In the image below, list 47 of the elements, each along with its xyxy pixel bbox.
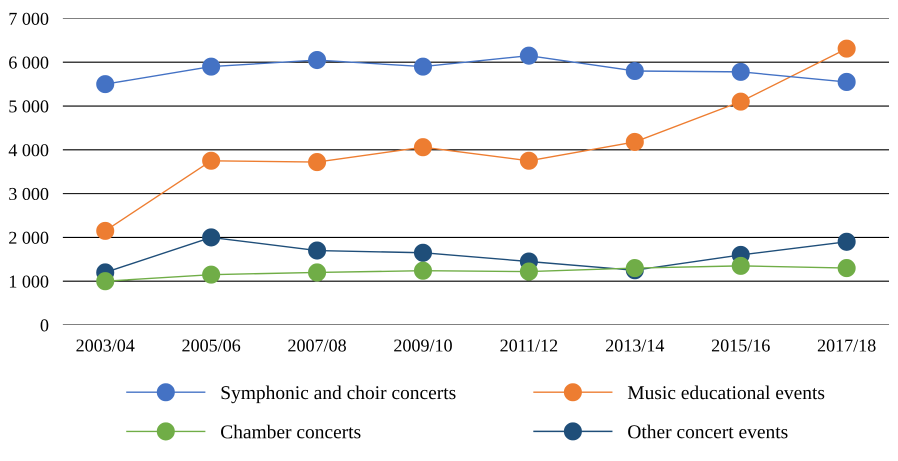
x-tick-label: 2005/06 [182,339,240,352]
point [414,262,432,280]
x-tick-label: 2013/14 [606,339,664,352]
point [732,62,750,81]
x-tick-label: 2011/12 [500,339,558,352]
point [626,132,644,151]
point [202,228,220,246]
legend-label: Chamber concerts [221,424,360,438]
point [202,58,220,76]
y-tick-label: 4 000 [8,144,48,156]
y-tick-label: 0 [40,319,48,332]
point [838,232,856,251]
point [838,72,856,91]
point [838,40,856,58]
point [520,152,538,170]
x-tick-label: 2015/16 [712,339,770,352]
point [520,262,538,281]
y-tick-label: 2 000 [9,232,48,244]
point [732,256,750,275]
point [202,266,220,284]
point [838,259,856,278]
legend-label: Other concert events [628,424,788,438]
legend-label: Symphonic and choir concerts [222,386,456,404]
y-tick-label: 6 000 [9,56,48,69]
point [414,138,432,156]
point [520,46,538,65]
x-tick-label: 2009/10 [394,339,452,352]
x-tick-label: 2003/04 [76,339,135,352]
point [414,244,432,262]
x-tick-label: 2007/08 [288,339,346,352]
point [308,263,326,282]
point [626,62,644,80]
point [96,272,114,290]
point [732,92,750,111]
point [308,51,326,70]
point [414,58,432,76]
point [308,153,326,172]
point [96,75,114,94]
point [308,242,326,260]
point [96,222,114,240]
legend-label: Music educational events [628,386,824,400]
y-tick-label: 7 000 [10,12,48,25]
y-tick-label: 1 000 [10,275,48,288]
y-tick-label: 3 000 [9,188,48,200]
point [202,152,220,170]
x-tick-label: 2017/18 [818,339,876,352]
y-tick-label: 5 000 [9,100,48,112]
